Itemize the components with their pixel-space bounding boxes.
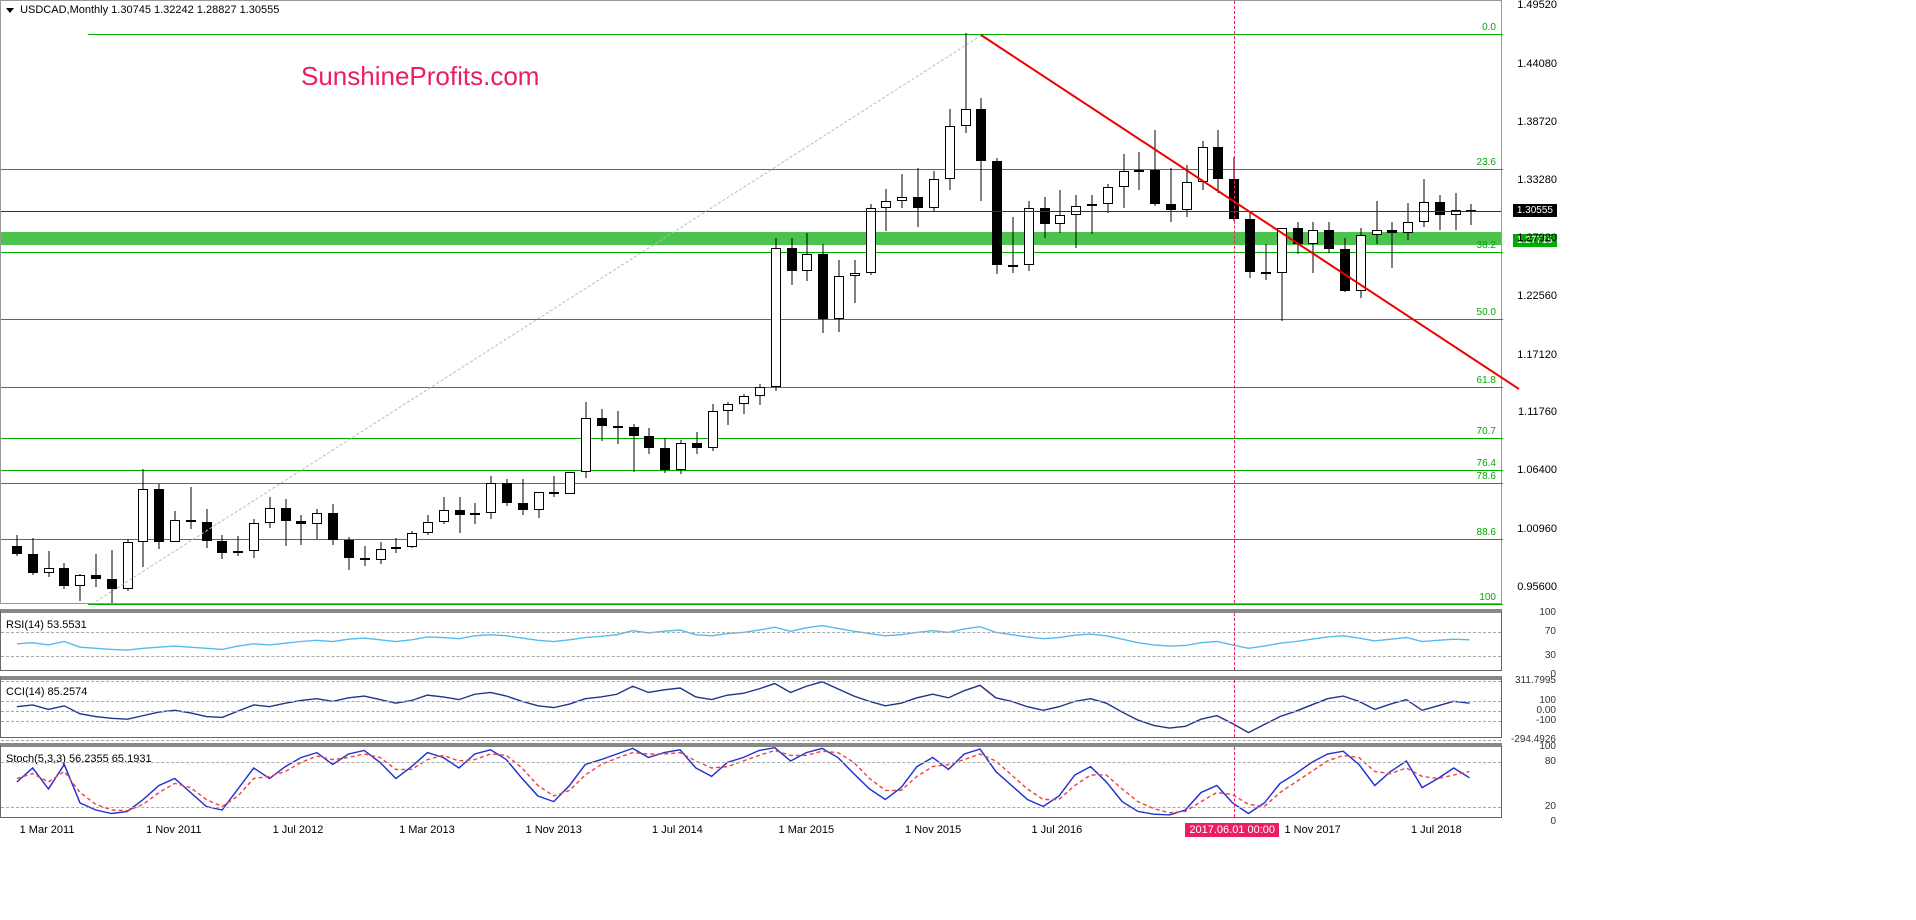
symbol-text: USDCAD — [20, 4, 66, 16]
price-tick: 1.11760 — [1518, 406, 1557, 418]
price-tick: 1.27920 — [1517, 232, 1557, 244]
indicator-level — [1, 711, 1501, 712]
current-price-line — [1, 211, 1501, 212]
time-axis: 1 Mar 2011 1 Nov 2011 1 Jul 2012 1 Mar 2013… — [0, 820, 1502, 850]
watermark: SunshineProfits.com — [301, 61, 539, 92]
indicator-level-label: 0 — [1550, 816, 1556, 827]
fib-line — [1, 387, 1503, 388]
chart-title-bar[interactable]: USDCAD,Monthly 1.30745 1.32242 1.28827 1… — [6, 4, 279, 16]
indicator-level-label: 100 — [1539, 741, 1556, 752]
fib-line — [88, 34, 1503, 35]
time-tick: 1 Mar 2015 — [779, 824, 835, 836]
indicator-level-label: 80 — [1545, 756, 1556, 767]
fib-label: 0.0 — [1482, 22, 1496, 33]
indicator-level — [1, 807, 1501, 808]
price-tick: 1.06400 — [1517, 464, 1557, 476]
cci-label: CCI(14) 85.2574 — [6, 686, 87, 698]
time-tick: 1 Jul 2018 — [1411, 824, 1462, 836]
fib-label: 70.7 — [1477, 426, 1496, 437]
stoch-label: Stoch(5,3,3) 56.2355 65.1931 — [6, 753, 152, 765]
indicator-level-label: 20 — [1545, 801, 1556, 812]
vertical-marker — [1234, 680, 1235, 737]
fib-label: 50.0 — [1477, 307, 1496, 318]
fib-line — [1, 169, 1503, 170]
time-tick: 1 Nov 2015 — [905, 824, 961, 836]
fib-label: 100 — [1479, 592, 1496, 603]
timeframe-text: Monthly — [70, 4, 109, 16]
fib-line — [88, 604, 1503, 605]
time-tick: 1 Nov 2011 — [146, 824, 201, 836]
fib-label: 78.6 — [1477, 471, 1496, 482]
indicator-level — [1, 656, 1501, 657]
price-axis: 1.49520 1.44080 1.38720 1.33280 1.27920 1.225… — [1502, 0, 1562, 604]
time-tick: 1 Jul 2014 — [652, 824, 703, 836]
price-tick: 1.49520 — [1517, 0, 1557, 11]
indicator-level — [1, 762, 1501, 763]
vertical-marker — [1234, 613, 1235, 670]
fib-line — [1, 470, 1503, 471]
time-tick: 1 Jul 2016 — [1031, 824, 1082, 836]
indicator-level-label: 100 — [1539, 607, 1556, 618]
fib-line — [1, 483, 1503, 484]
fib-line — [1, 438, 1503, 439]
main-price-panel[interactable]: USDCAD,Monthly 1.30745 1.32242 1.28827 1… — [0, 0, 1502, 604]
indicator-level — [1, 721, 1501, 722]
vertical-marker — [1234, 1, 1235, 603]
indicator-level-label: 70 — [1545, 626, 1556, 637]
fib-label: 76.4 — [1477, 458, 1496, 469]
fib-label: 61.8 — [1477, 375, 1496, 386]
indicator-level — [1, 681, 1501, 682]
chart-container: USDCAD,Monthly 1.30745 1.32242 1.28827 1… — [0, 0, 1916, 920]
price-tick: 1.33280 — [1517, 174, 1557, 186]
cci-panel[interactable]: CCI(14) 85.2574 311.79951000.00-100-294.… — [0, 676, 1502, 738]
price-tick: 1.00960 — [1517, 523, 1557, 535]
time-tick: 1 Mar 2011 — [20, 824, 75, 836]
time-tick: 1 Jul 2012 — [273, 824, 324, 836]
fib-line — [1, 319, 1503, 320]
indicator-level — [1, 740, 1501, 741]
price-tick: 1.22560 — [1517, 290, 1557, 302]
time-tick: 1 Nov 2017 — [1284, 824, 1340, 836]
time-highlight: 2017.06.01 00:00 — [1185, 823, 1279, 837]
fib-label: 23.6 — [1477, 157, 1496, 168]
rsi-panel[interactable]: RSI(14) 53.5531 10070300 — [0, 609, 1502, 671]
indicator-level-label: -100 — [1536, 715, 1556, 726]
indicator-level-label: 311.7995 — [1515, 675, 1556, 686]
dropdown-icon[interactable] — [6, 8, 14, 13]
price-tick: 1.44080 — [1517, 58, 1557, 70]
indicator-level — [1, 701, 1501, 702]
vertical-marker — [1234, 747, 1235, 817]
price-tick: 1.38720 — [1517, 116, 1557, 128]
ohlc-text: 1.30745 1.32242 1.28827 1.30555 — [111, 4, 279, 16]
rsi-label: RSI(14) 53.5531 — [6, 619, 87, 631]
indicator-level — [1, 632, 1501, 633]
time-tick: 1 Mar 2013 — [399, 824, 455, 836]
stoch-panel[interactable]: Stoch(5,3,3) 56.2355 65.1931 10080200 — [0, 743, 1502, 818]
indicator-level-label: 30 — [1545, 650, 1556, 661]
fib-label: 88.6 — [1477, 527, 1496, 538]
time-tick: 1 Nov 2013 — [526, 824, 582, 836]
fib-line — [1, 539, 1503, 540]
price-tick: 0.95600 — [1517, 581, 1557, 593]
price-tick: 1.17120 — [1517, 349, 1557, 361]
